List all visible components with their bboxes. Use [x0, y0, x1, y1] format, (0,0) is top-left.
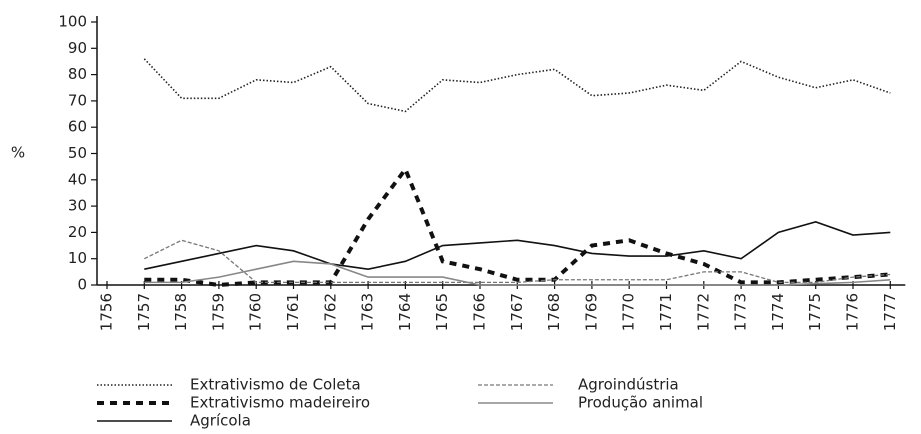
y-tick-label: 90 — [68, 39, 87, 57]
y-tick-label: 80 — [68, 65, 87, 83]
x-tick-label: 1766 — [471, 293, 489, 331]
series-line — [144, 221, 891, 271]
series-line — [144, 260, 891, 286]
y-tick-label: 50 — [68, 144, 87, 162]
x-tick-label: 1769 — [582, 293, 600, 331]
y-tick-label: 10 — [68, 249, 87, 267]
x-tick-label: 1758 — [172, 293, 190, 331]
x-tick-label: 1756 — [98, 293, 116, 331]
x-tick-label: 1777 — [881, 293, 899, 331]
x-tick-label: 1764 — [396, 293, 414, 331]
y-tick-label: 20 — [68, 223, 87, 241]
x-tick-label: 1772 — [694, 293, 712, 331]
x-tick-label: 1760 — [247, 293, 265, 331]
x-tick-label: 1773 — [732, 293, 750, 331]
legend-label: Extrativismo de Coleta — [190, 376, 361, 394]
legend-label: Agroindústria — [578, 376, 679, 394]
x-tick-label: 1759 — [209, 293, 227, 331]
legend-label: Extrativismo madeireiro — [190, 394, 370, 412]
x-tick-label: 1768 — [545, 293, 563, 331]
legend-label: Agrícola — [190, 412, 251, 430]
y-tick-label: 40 — [68, 170, 87, 188]
x-tick-label: 1770 — [620, 293, 638, 331]
x-tick-label: 1767 — [508, 293, 526, 331]
legend-label: Produção animal — [578, 394, 703, 412]
x-tick-label: 1776 — [844, 293, 862, 331]
y-tick-label: 100 — [58, 13, 87, 31]
series-line — [144, 165, 891, 288]
x-tick-label: 1762 — [321, 293, 339, 331]
series-line — [144, 239, 891, 284]
series-line — [143, 58, 891, 113]
y-tick-label: 70 — [68, 91, 87, 109]
x-tick-label: 1761 — [284, 293, 302, 331]
x-tick-label: 1757 — [135, 293, 153, 331]
x-tick-label: 1765 — [433, 293, 451, 331]
y-tick-label: 30 — [68, 197, 87, 215]
x-tick-label: 1771 — [657, 293, 675, 331]
x-tick-label: 1774 — [769, 293, 787, 331]
x-tick-label: 1775 — [806, 293, 824, 331]
y-axis-label: % — [11, 144, 25, 162]
x-tick-label: 1763 — [359, 293, 377, 331]
y-tick-label: 0 — [77, 276, 87, 294]
y-tick-label: 60 — [68, 118, 87, 136]
